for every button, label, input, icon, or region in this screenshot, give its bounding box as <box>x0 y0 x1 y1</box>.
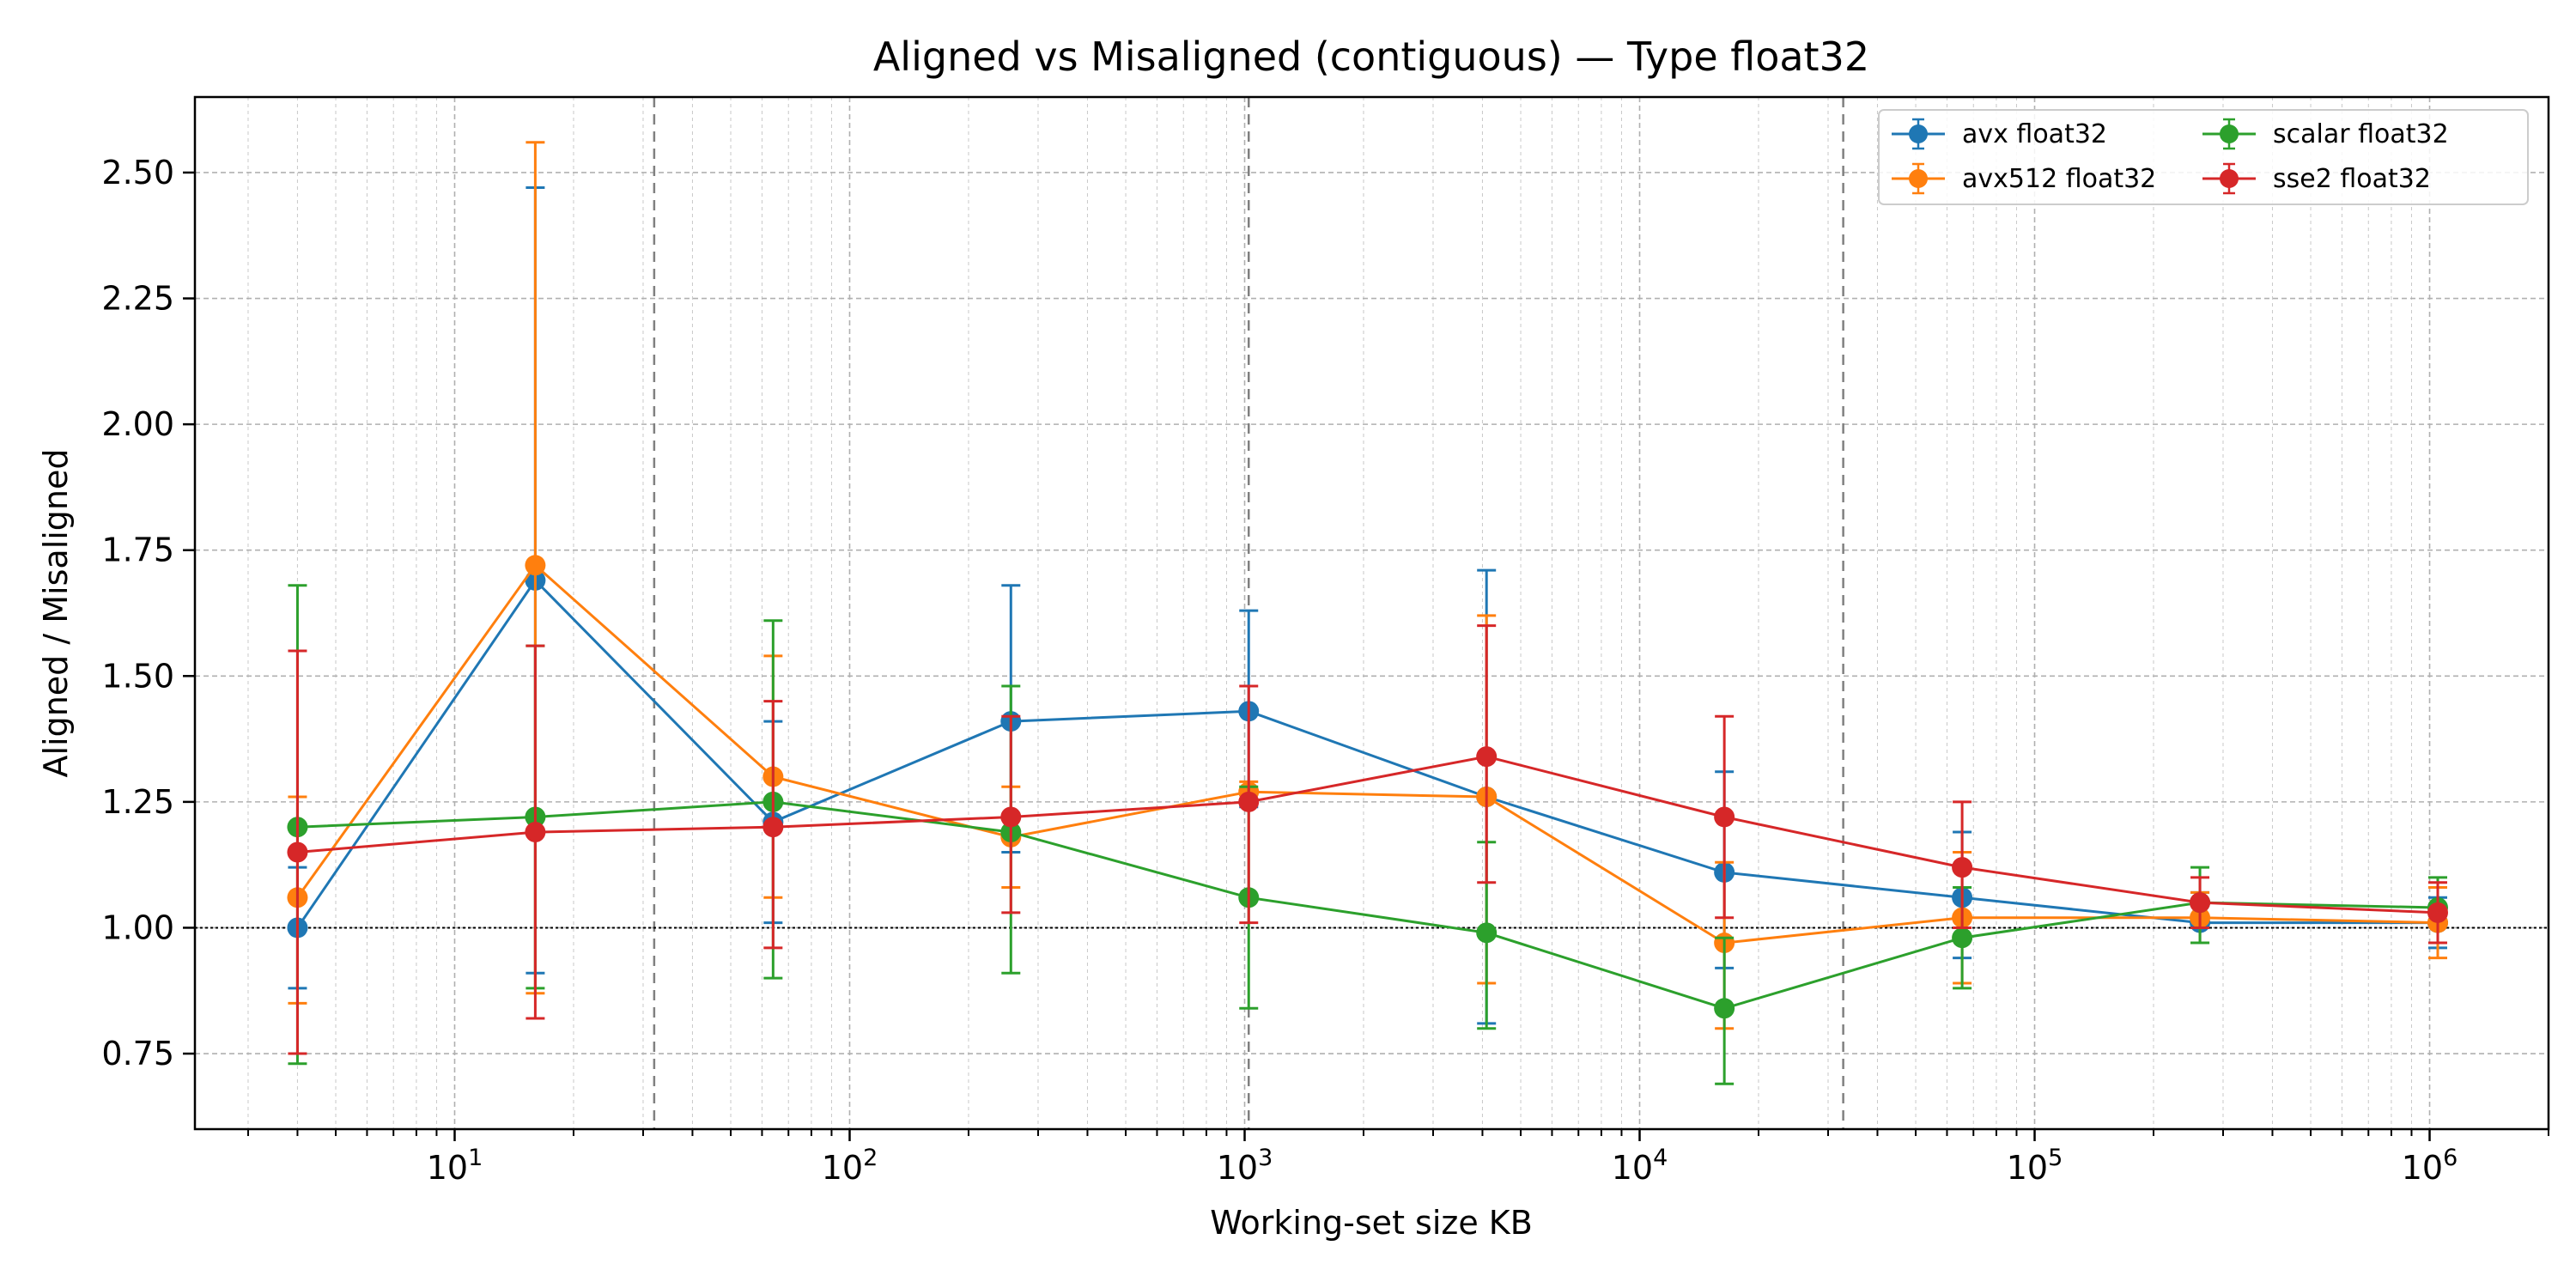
data-point <box>525 555 546 576</box>
data-point <box>1952 857 1973 878</box>
legend: avx float32 avx512 float32 scalar float32 s… <box>1878 109 2529 205</box>
x-tick-label: 102 <box>822 1145 878 1187</box>
y-tick-label: 1.25 <box>101 783 174 821</box>
grid <box>195 97 2549 1129</box>
data-point <box>525 822 546 843</box>
series-line <box>297 755 2439 914</box>
y-axis-label: Aligned / Misaligned <box>37 448 75 777</box>
y-tick-label: 2.50 <box>101 154 174 191</box>
y-tick-label: 0.75 <box>101 1035 174 1072</box>
legend-label: avx float32 <box>1962 119 2107 149</box>
legend-entry: avx float32 <box>1892 118 2107 150</box>
data-point <box>287 841 308 863</box>
x-tick-label: 104 <box>1612 1145 1668 1187</box>
x-axis-ticks: 101 102 103 104 105 106 <box>246 1129 2549 1187</box>
data-point <box>1714 998 1735 1019</box>
series-line <box>297 800 2439 1010</box>
series-3 <box>287 624 2449 1055</box>
data-point <box>1714 806 1735 828</box>
legend-marker <box>1909 169 1928 188</box>
legend-label: scalar float32 <box>2273 119 2449 149</box>
legend-entry: sse2 float32 <box>2202 162 2431 195</box>
data-point <box>1476 746 1498 768</box>
y-tick-label: 2.00 <box>101 405 174 443</box>
legend-label: sse2 float32 <box>2273 164 2431 194</box>
legend-marker <box>1909 125 1928 143</box>
data-point <box>2427 902 2449 923</box>
x-tick-label: 103 <box>1217 1145 1273 1187</box>
chart-title: Aligned vs Misaligned (contiguous) — Typ… <box>873 33 1869 80</box>
x-axis-label: Working-set size KB <box>1210 1204 1533 1242</box>
legend-marker <box>2220 125 2239 143</box>
data-point <box>1952 927 1973 949</box>
data-point <box>762 817 784 838</box>
legend-marker <box>2220 169 2239 188</box>
legend-label: avx512 float32 <box>1962 164 2156 194</box>
data-point <box>1000 806 1022 828</box>
series-layer <box>287 141 2449 1085</box>
y-tick-label: 2.25 <box>101 280 174 318</box>
x-tick-label: 101 <box>427 1145 483 1187</box>
y-tick-label: 1.75 <box>101 532 174 569</box>
data-point <box>1476 922 1498 944</box>
x-tick-label: 105 <box>2007 1145 2063 1187</box>
legend-entry: scalar float32 <box>2202 118 2449 150</box>
plot-frame <box>193 95 2550 1131</box>
legend-entry: avx512 float32 <box>1892 162 2156 195</box>
y-tick-label: 1.50 <box>101 657 174 695</box>
y-tick-label: 1.00 <box>101 908 174 946</box>
y-axis-ticks: 0.75 1.00 1.25 1.50 1.75 2.00 2.25 2.50 <box>101 154 195 1072</box>
x-tick-label: 106 <box>2402 1145 2458 1187</box>
data-point <box>1238 791 1260 812</box>
data-point <box>2190 892 2211 914</box>
legend-box <box>1878 109 2529 205</box>
series-line <box>296 563 2439 945</box>
series-line <box>296 578 2438 929</box>
